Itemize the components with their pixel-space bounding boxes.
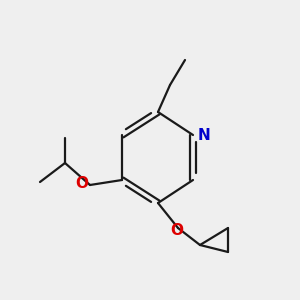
Text: O: O xyxy=(75,176,88,191)
Text: N: N xyxy=(198,128,211,142)
Text: O: O xyxy=(170,223,184,238)
